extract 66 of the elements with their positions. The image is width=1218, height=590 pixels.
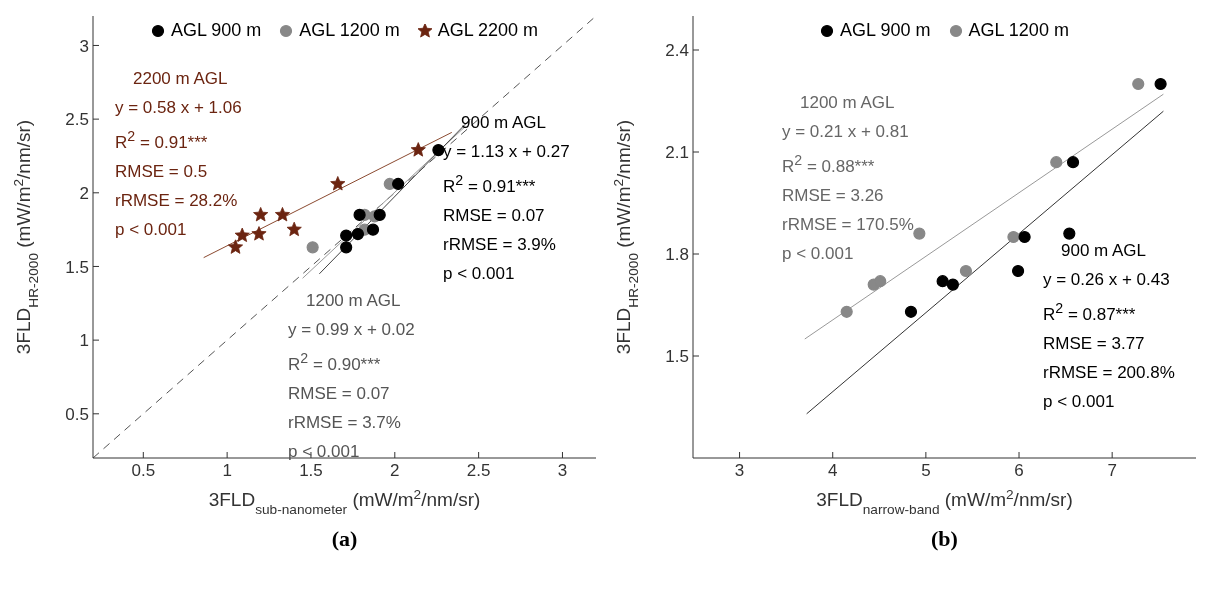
x-tick-label: 5 [921,461,931,481]
y-tick-label: 2 [79,183,89,203]
x-tick-label: 2 [390,461,400,481]
x-tick-label: 1.5 [299,461,323,481]
point [1154,77,1167,91]
point [410,142,426,157]
x-axis-title: 3FLD$_{sub-nanometer}$ (mW/m$^{2}$/nm/sr) [208,486,481,517]
point [274,207,290,222]
point [340,241,353,254]
annotation: 1200 m AGL y = 0.21 x + 0.81 R$^{2}$ = 0.88*** RMSE = 3.26 rRMSE = 170.5% p < 0.001 [782,93,914,263]
text: (a) [331,526,358,551]
y-tick-label: 2.5 [65,110,89,130]
point [840,305,853,318]
point [946,278,959,291]
point [1018,230,1031,244]
annotation: 2200 m AGL y = 0.58 x + 1.06 R$^{2}$ = 0.91*** RMSE = 0.5 rRMSE = 28.2% p < 0.001 [115,69,242,239]
point [306,241,319,254]
y-tick-label: 1.8 [665,245,689,265]
y-tick-label: 2.4 [665,41,689,61]
legend-label: AGL 900 m [840,20,931,41]
x-tick-label: 6 [1014,461,1024,481]
annotation: 900 m AGL y = 0.26 x + 0.43 R$^{2}$ = 0.87*** RMSE = 3.77 rRMSE = 200.8% p < 0.001 [1043,241,1175,411]
point [1007,230,1020,244]
annotation: 1200 m AGL y = 0.99 x + 0.02 R$^{2}$ = 0.90*** RMSE = 0.07 rRMSE = 3.7% p < 0.001 [288,291,415,461]
point [253,207,269,222]
point [1050,156,1063,169]
legend-label: AGL 1200 m [299,20,400,41]
point [234,227,250,242]
y-tick-label: 2.1 [665,143,689,163]
x-tick-label: 2.5 [466,461,491,481]
point [1132,77,1145,91]
x-tick-label: 1 [222,461,232,481]
point [913,227,926,240]
point [392,177,405,191]
point [353,208,366,221]
point [366,223,380,236]
point [1063,227,1076,240]
point [340,229,353,242]
point [1066,156,1080,169]
x-axis-title: 3FLD$_{narrow-band}$ (mW/m$^{2}$/nm/sr) [816,486,1073,517]
y-tick-label: 1.5 [65,257,89,277]
x-tick-label: 7 [1107,461,1117,481]
point [251,226,267,241]
y-tick-label: 0.5 [65,404,89,424]
x-tick-label: 0.5 [131,461,156,481]
point [904,305,918,318]
x-tick-label: 3 [557,461,568,481]
text: (b) [931,526,958,551]
point [936,275,949,288]
legend-label: AGL 2200 m [437,20,539,41]
point [432,143,445,157]
point [227,239,244,254]
legend-label: AGL 900 m [170,20,262,41]
point [1011,264,1025,278]
y-tick-label: 1 [79,331,89,351]
legend-label: AGL 1200 m [968,20,1069,41]
y-tick-label: 3 [79,36,89,56]
point [286,221,302,237]
y-tick-label: 1.5 [665,347,689,367]
point [874,275,887,288]
x-tick-label: 4 [827,461,838,481]
point [330,176,346,191]
x-tick-label: 3 [734,461,745,481]
point [959,264,973,278]
annotation: 900 m AGL y = 1.13 x + 0.27 R$^{2}$ = 0.91*** RMSE = 0.07 rRMSE = 3.9% p < 0.001 [443,113,570,283]
point [373,208,386,221]
